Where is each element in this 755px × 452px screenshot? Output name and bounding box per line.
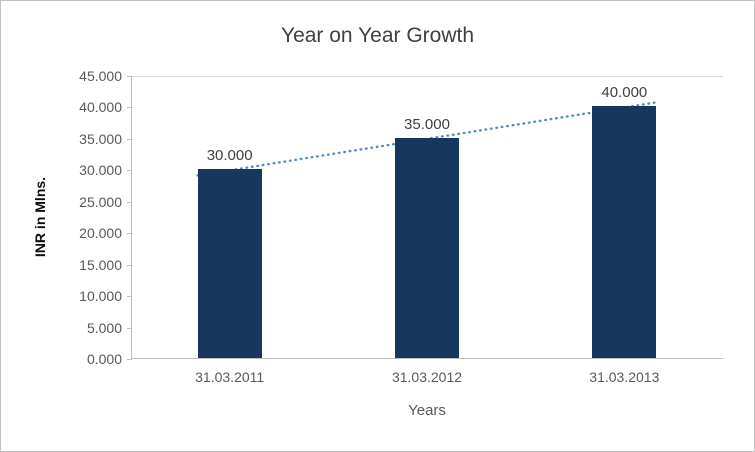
y-tick-label: 30.000 — [79, 162, 122, 179]
bar-data-label: 30.000 — [206, 147, 253, 165]
x-axis-title: Years — [408, 402, 446, 419]
x-axis-line — [131, 358, 723, 359]
y-tick-mark — [127, 359, 132, 360]
plot-area — [131, 76, 723, 359]
y-tick-label: 40.000 — [79, 99, 122, 116]
x-tick-label: 31.03.2013 — [589, 369, 660, 385]
bar-31.03.2011 — [197, 169, 262, 358]
y-tick-mark — [127, 201, 132, 203]
y-tick-label: 20.000 — [79, 225, 122, 242]
x-tick-label: 31.03.2012 — [391, 369, 463, 385]
y-tick-label: 35.000 — [79, 130, 122, 147]
bar-data-label: 40.000 — [601, 84, 648, 102]
y-tick-mark — [127, 327, 132, 329]
y-tick-mark — [127, 233, 132, 235]
chart-title: Year on Year Growth — [280, 24, 475, 47]
x-tick-label: 31.03.2011 — [195, 369, 265, 385]
y-tick-label: 0.000 — [86, 351, 122, 367]
y-tick-mark — [127, 296, 132, 298]
y-tick-mark — [127, 107, 132, 109]
bar-31.03.2013 — [592, 106, 657, 358]
bar-data-label: 35.000 — [404, 115, 450, 133]
y-tick-mark — [127, 76, 132, 77]
y-tick-mark — [127, 138, 132, 140]
y-tick-label: 45.000 — [79, 68, 122, 84]
y-tick-label: 15.000 — [79, 256, 122, 273]
y-tick-mark — [127, 170, 132, 172]
y-tick-label: 25.000 — [79, 193, 122, 210]
y-axis-line — [131, 76, 132, 359]
y-tick-mark — [127, 264, 132, 266]
y-tick-label: 5.000 — [86, 319, 122, 336]
gridline-top — [131, 76, 723, 77]
bar-31.03.2012 — [395, 137, 459, 358]
y-tick-label: 10.000 — [79, 288, 122, 305]
y-axis-title: INR in Mlns. — [32, 176, 48, 258]
